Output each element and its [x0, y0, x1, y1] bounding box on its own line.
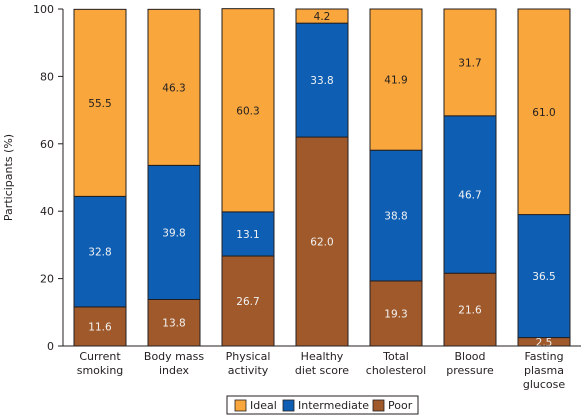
legend-box	[226, 395, 419, 415]
data-label: 36.5	[532, 271, 555, 283]
bar-segment-intermediate	[443, 115, 497, 274]
data-label: 55.5	[88, 98, 111, 110]
data-label: 61.0	[532, 107, 555, 119]
data-label: 13.8	[162, 318, 185, 330]
bar-segment-intermediate	[221, 211, 275, 257]
data-label: 33.8	[310, 75, 333, 87]
bar-segment-intermediate	[295, 22, 349, 138]
bar-segment-poor	[147, 298, 201, 347]
x-category-label: Current smoking	[77, 350, 124, 377]
x-axis-labels: Current smoking Body mass index Physical acti…	[77, 350, 566, 391]
y-tick-label: 60	[40, 138, 54, 151]
bar-segment-poor	[295, 136, 349, 347]
y-tick-label: 20	[40, 273, 54, 286]
y-tick-label: 0	[47, 340, 54, 353]
legend-swatch-poor	[372, 399, 385, 412]
legend-label-intermediate: Intermediate	[298, 399, 369, 412]
x-category-label: Healthy diet score	[295, 350, 349, 377]
data-label: 21.6	[458, 305, 482, 317]
bar-segment-poor	[369, 280, 423, 347]
data-label: 46.3	[162, 82, 185, 94]
y-axis-title: Participants (%)	[2, 134, 15, 221]
data-label: 4.2	[314, 11, 331, 23]
bar-segment-ideal	[73, 8, 127, 197]
y-tick-label: 80	[40, 70, 54, 83]
bar-segment-ideal	[443, 8, 497, 117]
bar-segment-intermediate	[369, 149, 423, 282]
legend-label-poor: Poor	[388, 399, 413, 412]
bar-segment-ideal	[147, 8, 201, 166]
data-label: 62.0	[310, 237, 333, 249]
data-label: 38.8	[384, 211, 407, 223]
legend-swatch-intermediate	[282, 399, 295, 412]
bar-segment-intermediate	[73, 195, 127, 308]
x-category-label: Total cholesterol	[366, 350, 426, 377]
bar-segment-poor	[221, 255, 275, 347]
legend-label-ideal: Ideal	[250, 399, 277, 412]
y-tick-label: 40	[40, 205, 54, 218]
data-label: 19.3	[384, 308, 407, 320]
data-label: 60.3	[236, 105, 259, 117]
bar-segment-ideal	[295, 8, 349, 24]
data-label: 39.8	[162, 227, 185, 239]
data-label: 31.7	[458, 57, 481, 69]
data-label: 41.9	[384, 75, 407, 87]
x-category-label: Body mass index	[144, 350, 204, 377]
bar-segment-ideal	[369, 8, 423, 151]
bar-segment-intermediate	[147, 164, 201, 300]
x-category-label: Fasting plasma glucose	[523, 350, 566, 391]
bar-segment-ideal	[517, 8, 571, 216]
y-axis: 0 20 40 60 80 100	[33, 3, 64, 353]
bars: 11.6 32.8 55.5 13.8 39.8 46.3 26.7 13.1 60.3 62.0…	[63, 8, 581, 349]
data-label: 46.7	[458, 190, 481, 202]
legend: Ideal Intermediate Poor	[226, 395, 419, 415]
bar-segment-intermediate	[517, 214, 571, 339]
legend-swatch-ideal	[234, 399, 247, 412]
data-label: 2.5	[536, 337, 553, 349]
x-category-label: Physical activity	[226, 350, 271, 377]
data-label: 13.1	[236, 229, 259, 241]
x-category-label: Blood pressure	[446, 350, 494, 377]
bar-segment-ideal	[221, 8, 275, 213]
y-tick-label: 100	[33, 3, 54, 16]
data-label: 11.6	[88, 321, 112, 333]
data-label: 32.8	[88, 247, 111, 259]
data-label: 26.7	[236, 296, 259, 308]
